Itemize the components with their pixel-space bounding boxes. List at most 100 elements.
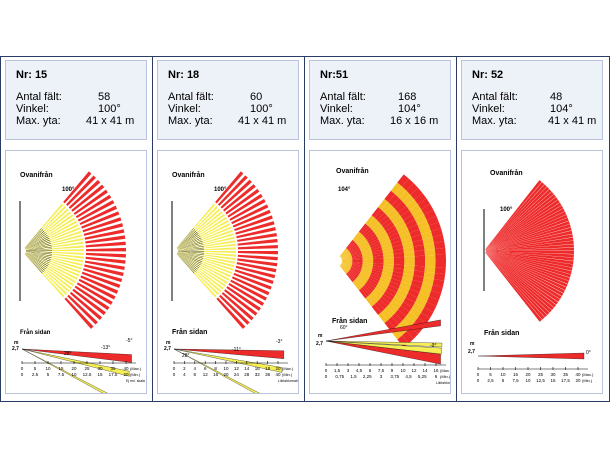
fan-zone: [360, 287, 370, 297]
fan-zone: [388, 281, 400, 290]
fan-zone: [353, 279, 363, 289]
tick-label-min: 36: [265, 372, 271, 377]
fan-zone: [485, 191, 554, 250]
fan-zone: [58, 234, 83, 243]
min-label: (Min.): [440, 374, 451, 379]
fan-zone: [83, 268, 123, 283]
fan-zone: [360, 225, 370, 235]
fan-zone: [341, 263, 352, 268]
fan-short-zone: [25, 250, 52, 251]
fan-short-zone: [25, 232, 46, 249]
fan-zone: [221, 292, 254, 321]
fan-zone: [485, 214, 568, 251]
fan-zone: [340, 249, 349, 258]
tick-label-min: 20: [123, 372, 129, 377]
fan-zone: [380, 275, 392, 282]
fan-zone: [201, 208, 221, 226]
fan-zone: [348, 270, 359, 278]
fan-zone: [358, 241, 369, 249]
fan-zone: [399, 281, 412, 289]
side-height-unit: m: [14, 340, 19, 346]
tick-label-max: 6: [204, 366, 207, 371]
fan-short-zone: [25, 251, 52, 255]
fan-zone: [350, 268, 360, 275]
fan-zone: [371, 207, 382, 218]
fan-zone: [406, 183, 419, 195]
fan-zone: [356, 236, 366, 245]
fan-zone: [485, 234, 573, 251]
fan-zone: [403, 269, 415, 276]
fan-zone: [362, 256, 374, 260]
fan-zone: [392, 296, 404, 306]
fan-zone: [341, 262, 352, 267]
fan-short-zone: [177, 244, 204, 251]
fan-zone: [414, 265, 426, 272]
fan-zone: [369, 274, 381, 281]
fan-zone: [204, 213, 225, 230]
fan-zone: [206, 270, 228, 284]
fan-zone: [48, 276, 68, 295]
fan-zone: [346, 239, 354, 249]
fan-zone: [360, 270, 371, 277]
fan-zone: [485, 220, 570, 251]
fan-zone: [352, 257, 363, 261]
fields-label: Antal fält:: [16, 91, 62, 103]
fan-zone: [385, 225, 397, 235]
fan-zone: [367, 217, 377, 228]
fan-zone: [397, 305, 410, 317]
top-view-title: Ovanifrån: [336, 167, 369, 175]
fan-zone: [485, 237, 574, 251]
fan-zone: [485, 205, 564, 251]
lens-table-frame: [0, 56, 610, 402]
fan-short-zone: [177, 252, 202, 264]
fan-zone: [211, 253, 236, 257]
fan-zone: [378, 234, 389, 242]
tick-label-max: 1,5: [334, 368, 341, 373]
fan-zone: [373, 288, 384, 297]
tick-label-min: 0: [325, 374, 328, 379]
fan-zone: [233, 272, 272, 290]
tick-label-min: 17,5: [561, 378, 570, 383]
fan-zone: [25, 247, 60, 251]
side-view-title: Från sidan: [484, 329, 519, 337]
fan-short-zone: [177, 251, 204, 256]
area-value: 41 x 41 m: [86, 115, 135, 127]
fan-zone: [382, 247, 394, 253]
fan-zone: [424, 209, 437, 221]
fan-zone: [424, 266, 436, 274]
fan-zone: [409, 307, 422, 318]
fan-zone: [72, 288, 106, 316]
fan-zone: [177, 248, 212, 251]
fan-zone: [340, 250, 349, 258]
fan-zone: [350, 248, 361, 255]
fan-zone: [363, 229, 374, 239]
fan-zone: [85, 241, 126, 248]
side-height-value: 2,7: [164, 346, 171, 352]
fan-zone: [385, 287, 397, 297]
fan-zone: [231, 276, 270, 296]
fan-zone: [59, 252, 84, 255]
fan-zone: [340, 251, 351, 258]
fan-short-zone: [177, 237, 202, 250]
fan-zone: [376, 283, 388, 292]
fan-zone: [369, 292, 380, 303]
top-view-angle: 104°: [338, 187, 351, 193]
fan-zone: [229, 199, 266, 221]
area-value: 41 x 41 m: [238, 115, 287, 127]
fan-short-zone: [177, 251, 204, 252]
fan-zone: [232, 209, 271, 228]
fan-zone: [391, 313, 403, 325]
tick-label-min: 10: [525, 378, 531, 383]
fan-zone: [25, 252, 58, 267]
fan-zone: [485, 251, 573, 271]
fan-zone: [392, 244, 404, 251]
max-label: (Max.): [582, 372, 594, 377]
tick-label-min: 0: [21, 372, 24, 377]
fan-zone: [431, 284, 443, 294]
coverage-svg: Ovanifrån 100° Från sidan m 2,7 0 2 4 6 8 10 1…: [164, 171, 298, 393]
fields-label: Antal fält:: [472, 91, 518, 103]
beam-angle-label: 28°: [64, 351, 72, 357]
max-label: (Max.): [130, 366, 142, 371]
tick-label-max: 40: [575, 372, 581, 377]
angle-value: 104°: [550, 103, 573, 115]
